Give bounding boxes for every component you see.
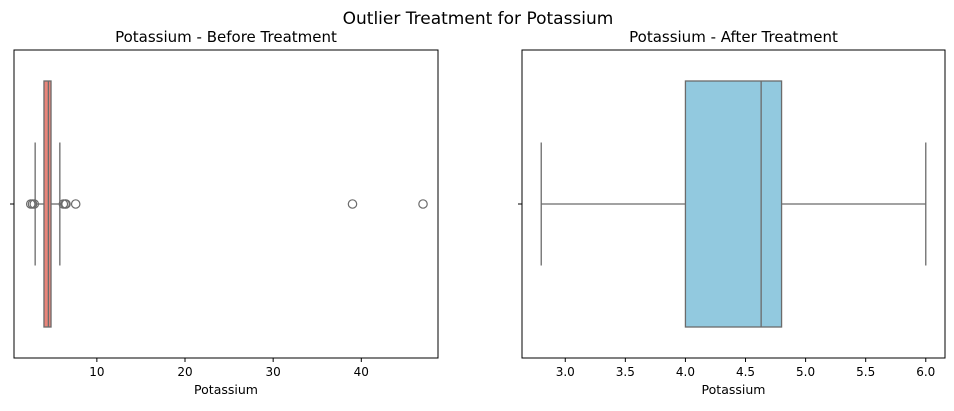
before-outlier-point (70, 199, 81, 209)
after-x-axis-label: Potassium (702, 382, 766, 397)
figure-title: Outlier Treatment for Potassium (343, 9, 614, 29)
before-x-tick-label: 10 (89, 365, 104, 379)
before-outlier-point (61, 199, 71, 209)
before-x-tick-label: 20 (177, 365, 192, 379)
after-x-tick-label: 4.0 (676, 365, 695, 379)
before-outlier-point (347, 199, 358, 209)
after-x-tick-label: 6.0 (916, 365, 935, 379)
after-x-tick-label: 4.5 (736, 365, 755, 379)
after-panel: Potassium - After Treatment 3.0 3.5 4.0 4.5 5… (518, 28, 946, 397)
before-outlier-point (29, 199, 40, 209)
before-box (43, 80, 52, 328)
before-x-tick-label: 30 (266, 365, 281, 379)
before-outlier-point (418, 199, 428, 209)
after-box (684, 80, 783, 328)
before-title: Potassium - Before Treatment (115, 28, 337, 46)
before-panel: Potassium - Before Treatment 10 20 30 40 Pota… (10, 28, 439, 397)
before-x-axis-label: Potassium (194, 382, 258, 397)
before-axes-frame (13, 49, 439, 359)
after-x-tick-label: 3.5 (616, 365, 635, 379)
after-x-tick-label: 5.5 (856, 365, 875, 379)
before-x-tick-label: 40 (354, 365, 369, 379)
after-x-tick-label: 5.0 (796, 365, 815, 379)
after-x-tick-label: 3.0 (556, 365, 575, 379)
after-title: Potassium - After Treatment (629, 28, 838, 46)
